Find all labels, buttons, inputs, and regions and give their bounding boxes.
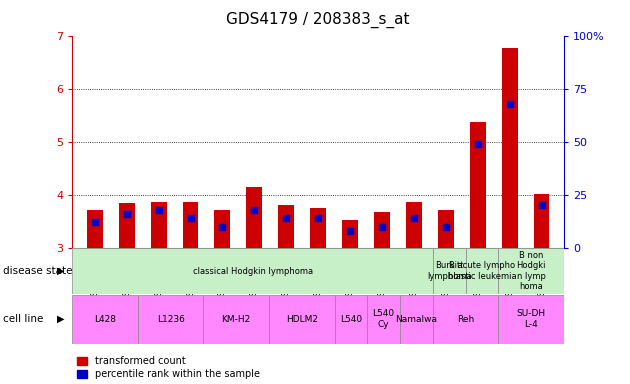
Bar (498, 248, 564, 294)
Point (281, 215, 291, 221)
Bar (342, 220, 358, 248)
Bar (501, 48, 518, 248)
Bar (183, 202, 198, 248)
Text: L1236: L1236 (157, 314, 185, 324)
Text: B acute lympho
blastic leukemia: B acute lympho blastic leukemia (448, 262, 516, 281)
Text: L540
Cy: L540 Cy (372, 310, 395, 329)
Point (122, 211, 132, 217)
Text: B non
Hodgki
n lymp
homa: B non Hodgki n lymp homa (517, 251, 546, 291)
Text: GDS4179 / 208383_s_at: GDS4179 / 208383_s_at (226, 12, 410, 28)
Point (185, 215, 195, 221)
Text: cell line: cell line (3, 314, 43, 324)
Text: SU-DH
L-4: SU-DH L-4 (517, 310, 546, 329)
Bar (118, 204, 135, 248)
Bar (269, 295, 335, 344)
Point (217, 223, 227, 230)
Bar (498, 295, 564, 344)
Text: ▶: ▶ (57, 314, 65, 324)
Bar (87, 210, 103, 248)
Bar (138, 295, 203, 344)
Point (537, 202, 547, 209)
Text: KM-H2: KM-H2 (222, 314, 251, 324)
Text: classical Hodgkin lymphoma: classical Hodgkin lymphoma (193, 266, 312, 276)
Point (154, 207, 164, 213)
Point (249, 207, 260, 213)
Bar (367, 295, 400, 344)
Legend: transformed count, percentile rank within the sample: transformed count, percentile rank withi… (77, 356, 260, 379)
Bar (438, 210, 454, 248)
Bar (278, 205, 294, 248)
Text: L428: L428 (94, 314, 116, 324)
Text: Reh: Reh (457, 314, 474, 324)
Text: Burkitt
lymphoma: Burkitt lymphoma (427, 262, 471, 281)
Bar (335, 295, 367, 344)
Bar (203, 295, 269, 344)
Bar (470, 122, 486, 248)
Bar (72, 248, 433, 294)
Bar (534, 194, 549, 248)
Bar (466, 248, 498, 294)
Point (472, 141, 483, 147)
Point (409, 215, 419, 221)
Point (441, 223, 451, 230)
Bar (72, 295, 138, 344)
Bar (433, 248, 466, 294)
Bar (214, 210, 231, 248)
Text: HDLM2: HDLM2 (286, 314, 318, 324)
Bar (406, 202, 422, 248)
Point (377, 223, 387, 230)
Point (313, 215, 323, 221)
Bar (246, 187, 262, 248)
Text: Namalwa: Namalwa (396, 314, 437, 324)
Text: disease state: disease state (3, 266, 72, 276)
Bar (310, 208, 326, 248)
Bar (433, 295, 498, 344)
Bar (400, 295, 433, 344)
Text: ▶: ▶ (57, 266, 65, 276)
Point (505, 101, 515, 107)
Bar (151, 202, 166, 248)
Point (345, 228, 355, 234)
Bar (374, 212, 390, 248)
Point (89, 219, 100, 225)
Text: L540: L540 (340, 314, 362, 324)
